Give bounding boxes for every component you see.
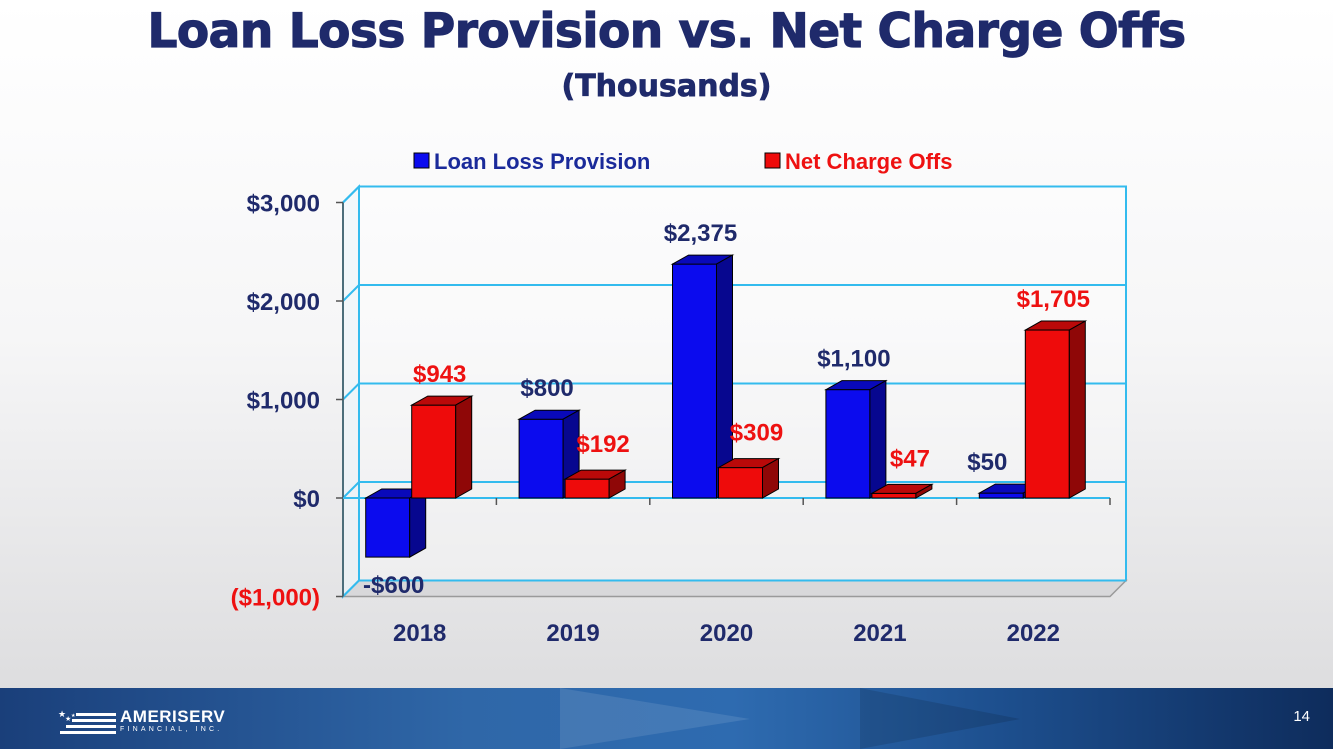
bar-front-face — [411, 404, 457, 499]
y-gridline — [342, 284, 1126, 302]
chart-labels: $3,000 $2,000 $1,000 $0 ($1,000) 2018 -$600 $94… — [231, 149, 1090, 647]
bar-side-face — [455, 395, 473, 499]
bar-side-face — [915, 483, 933, 499]
bar-loan-loss-provision-2018 — [363, 488, 428, 558]
y-tick-label: $3,000 — [247, 191, 320, 218]
bar-front-face — [518, 418, 564, 499]
bar-side-face — [409, 488, 427, 558]
y-tick-label: $0 — [293, 486, 320, 513]
footer-bar — [0, 688, 1333, 749]
bar-front-face — [871, 492, 917, 499]
bar-front-face — [1024, 329, 1070, 499]
x-tick-label: 2020 — [700, 620, 753, 647]
bar-net-charge-offs-2021 — [869, 483, 934, 499]
company-logo: ★ ★ ★ AMERISERV FINANCIAL, INC. — [58, 704, 225, 738]
footer-chevron-decoration — [860, 688, 1020, 749]
bar-loan-loss-provision-2021 — [823, 379, 888, 499]
data-label: -$600 — [363, 572, 424, 599]
bar-side-face — [762, 457, 779, 499]
bar-front-face — [825, 389, 871, 499]
x-tick-label: 2021 — [853, 620, 906, 647]
x-tick-label: 2022 — [1007, 620, 1060, 647]
data-label: $943 — [413, 361, 466, 388]
data-label: $47 — [890, 445, 930, 472]
bar-net-charge-offs-2018 — [409, 395, 474, 499]
slide-subtitle: (Thousands) — [561, 69, 772, 105]
data-label: $1,705 — [1017, 286, 1090, 313]
data-label: $192 — [576, 431, 629, 458]
flag-stars-stripes-icon: ★ ★ ★ — [58, 710, 116, 734]
bar-front-face — [718, 467, 763, 499]
logo-tagline: FINANCIAL, INC. — [120, 726, 223, 733]
bar-front-face — [365, 497, 411, 558]
y-tick-label: ($1,000) — [231, 585, 320, 612]
bar-side-face — [869, 379, 887, 499]
data-label: $50 — [967, 449, 1007, 476]
logo-name: AMERISERV — [120, 707, 226, 726]
data-label: $309 — [730, 420, 783, 447]
legend-swatch-net-charge-offs — [764, 152, 781, 169]
bar-front-face — [672, 263, 717, 499]
bar-front-face — [978, 492, 1024, 499]
data-label: $800 — [520, 375, 573, 402]
legend-label-loan-loss-provision: Loan Loss Provision — [434, 149, 650, 174]
data-label: $2,375 — [664, 220, 737, 247]
svg-text:★: ★ — [71, 713, 76, 719]
chart-bars — [363, 254, 1088, 558]
y-gridline — [342, 579, 1126, 598]
bar-net-charge-offs-2020 — [716, 457, 781, 499]
bar-front-face — [564, 478, 610, 499]
legend-swatch-loan-loss-provision — [413, 152, 430, 169]
bar-side-face — [608, 469, 626, 499]
svg-text:★: ★ — [65, 715, 71, 723]
bar-net-charge-offs-2019 — [563, 469, 628, 499]
bar-loan-loss-provision-2020 — [670, 254, 735, 499]
x-tick-label: 2019 — [546, 620, 599, 647]
chart-plot-area — [336, 184, 1128, 599]
bar-net-charge-offs-2022 — [1023, 320, 1088, 499]
chart-floor — [341, 579, 1128, 598]
legend-label-net-charge-offs: Net Charge Offs — [785, 149, 952, 174]
y-gridline — [342, 185, 1126, 204]
data-label: $1,100 — [817, 346, 890, 373]
page-number: 14 — [1293, 708, 1310, 725]
svg-text:★: ★ — [58, 710, 66, 720]
y-tick-label: $1,000 — [247, 388, 320, 415]
x-tick-label: 2018 — [393, 620, 446, 647]
slide-title: Loan Loss Provision vs. Net Charge Offs — [147, 3, 1187, 59]
y-tick-label: $2,000 — [247, 289, 320, 316]
footer-chevron-decoration — [560, 688, 750, 749]
bar-side-face — [1068, 320, 1086, 499]
bar-chart: $3,000 $2,000 $1,000 $0 ($1,000) 2018 -$600 $94… — [231, 149, 1128, 647]
